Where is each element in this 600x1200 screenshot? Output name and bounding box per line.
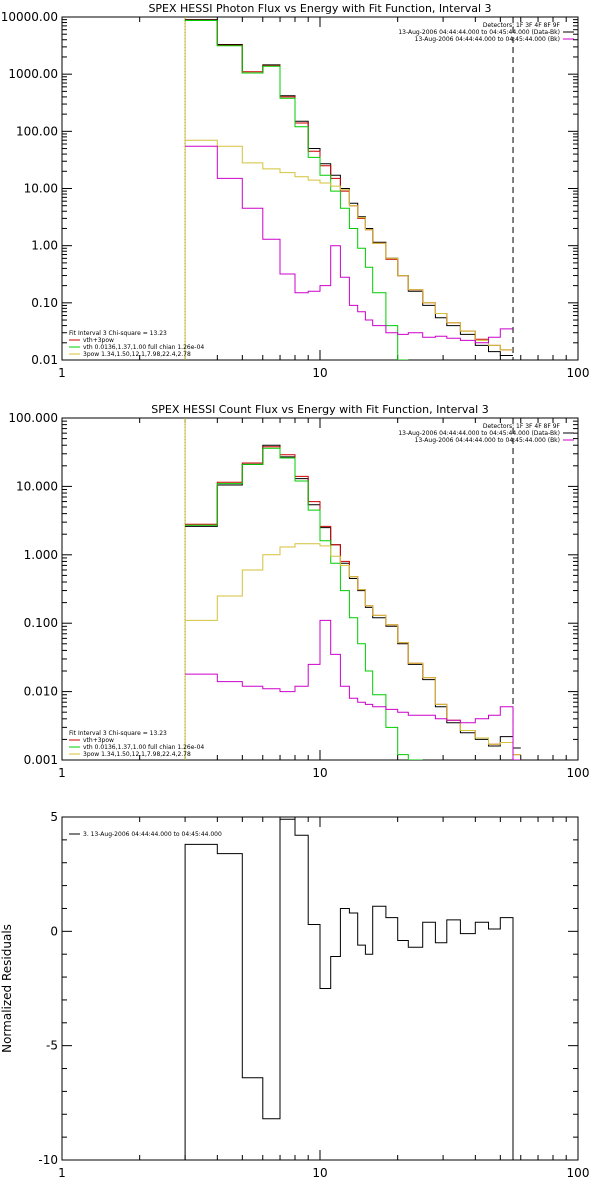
y-tick-label: 0.010: [24, 685, 58, 699]
series-group: [185, 19, 513, 360]
legend-entry: 3pow 1.34,1.50,12.1,7.98,22.4,2.78: [83, 751, 191, 758]
y-tick-label: 10.000: [16, 479, 58, 493]
x-tick-label: 100: [567, 366, 590, 380]
chart-title: SPEX HESSI Photon Flux vs Energy with Fi…: [148, 2, 491, 15]
y-tick-label: -5: [46, 1039, 58, 1053]
y-tick-label: 0.01: [31, 353, 58, 367]
x-tick-label: 100: [567, 1166, 590, 1180]
legend-entry: Detectors: 1F 3F 4F 8F 9F: [483, 423, 561, 430]
legend-entry: vth 0.0136,1.37,1.00 full chian 1.26e-04: [83, 344, 204, 351]
legend-entry: Fit Interval 3 Chi-square = 13.23: [69, 730, 167, 737]
legend-entry: 13-Aug-2006 04:44:44.000 to 04:45:44.000…: [415, 36, 560, 43]
legend-entry: Fit Interval 3 Chi-square = 13.23: [69, 330, 167, 337]
y-tick-label: 100.00: [16, 124, 58, 138]
series-pow-line: [185, 139, 513, 351]
x-tick-label: 10: [312, 1166, 327, 1180]
y-tick-label: 5: [50, 810, 58, 824]
y-tick-label: 1.000: [24, 548, 58, 562]
series-data-line: [185, 444, 521, 749]
series-group: [185, 444, 521, 760]
x-tick-label: 1: [58, 366, 66, 380]
legend-entry: vth+3pow: [83, 737, 114, 744]
y-tick-label: 1000.00: [8, 67, 58, 81]
y-tick-label: 100.000: [8, 411, 58, 425]
x-tick-label: 100: [567, 766, 590, 780]
y-tick-label: 1.00: [31, 239, 58, 253]
legend-entry: 13-Aug-2006 04:44:44.000 to 04:45:44.000…: [398, 430, 560, 437]
legend-entry: vth+3pow: [83, 337, 114, 344]
series-pow-line: [185, 543, 521, 756]
legend-entry: 13-Aug-2006 04:44:44.000 to 04:45:44.000…: [398, 29, 560, 36]
legend-entry: vth 0.0136,1.37,1.00 full chian 1.26e-04: [83, 744, 204, 751]
series-vth-line: [185, 447, 423, 760]
x-tick-label: 1: [58, 766, 66, 780]
y-tick-label: -10: [38, 1153, 58, 1167]
y-tick-label: 0.10: [31, 296, 58, 310]
y-tick-label: 10.00: [24, 182, 58, 196]
legend-entry: 13-Aug-2006 04:44:44.000 to 04:45:44.000…: [415, 437, 560, 444]
y-tick-label: 0: [50, 924, 58, 938]
series-residuals-line: [184, 818, 514, 1160]
photon-flux-panel: SPEX HESSI Photon Flux vs Energy with Fi…: [1, 2, 590, 380]
series-bk-line: [185, 145, 513, 344]
x-tick-label: 10: [312, 366, 327, 380]
series-group: [184, 818, 514, 1160]
chart-title: SPEX HESSI Count Flux vs Energy with Fit…: [151, 403, 488, 416]
legend-entry: Detectors: 1F 3F 4F 8F 9F: [483, 22, 561, 29]
legend-entry: 3pow 1.34,1.50,12.1,7.98,22.4,2.78: [83, 351, 191, 358]
x-tick-label: 10: [312, 766, 327, 780]
series-bk-line: [185, 619, 521, 760]
count-flux-panel: SPEX HESSI Count Flux vs Energy with Fit…: [8, 403, 589, 780]
x-tick-label: 1: [58, 1166, 66, 1180]
residuals-panel: 1 10 100 5 0 -5 -10 Normalized Residuals 3. 13-A…: [0, 810, 589, 1180]
y-tick-label: 10000.00: [1, 10, 58, 24]
y-axis-label: Normalized Residuals: [0, 924, 14, 1053]
y-tick-label: 0.100: [24, 616, 58, 630]
legend-entry: 3. 13-Aug-2006 04:44:44.000 to 04:45:44.…: [83, 831, 222, 838]
y-tick-label: 0.001: [24, 753, 58, 767]
